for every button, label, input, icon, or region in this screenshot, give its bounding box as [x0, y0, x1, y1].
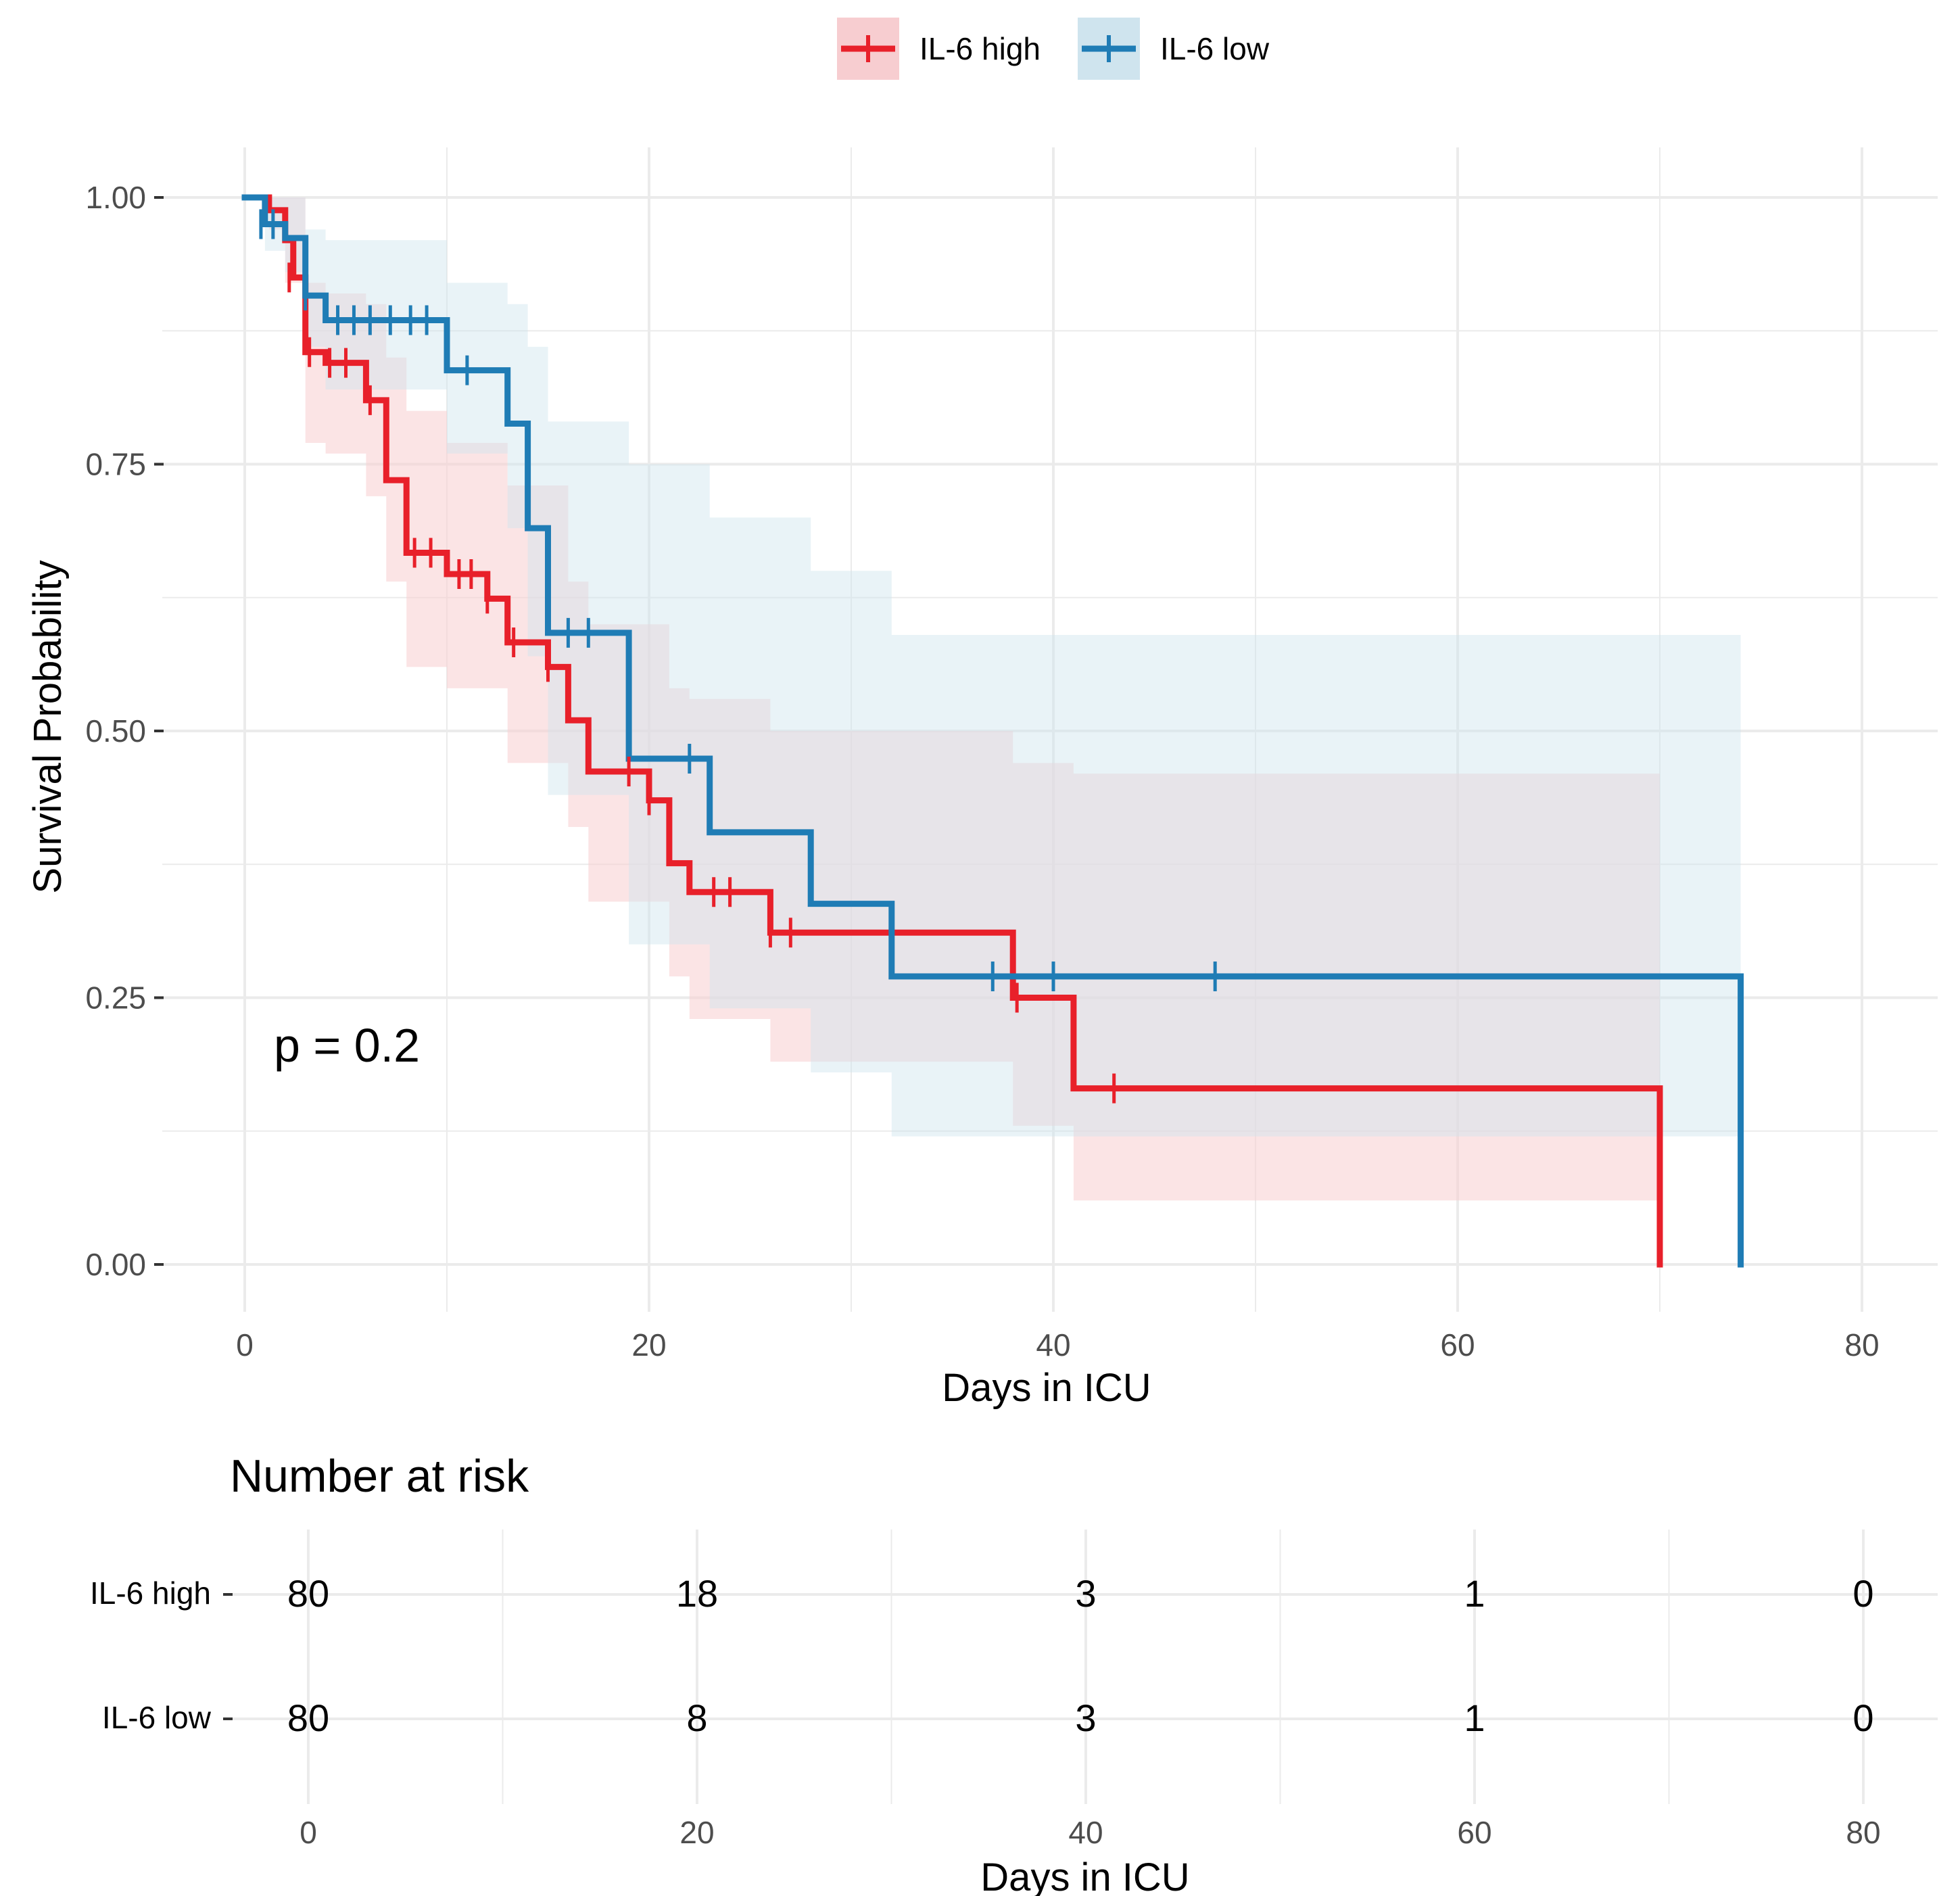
y-axis-title: Survival Probability — [26, 560, 70, 893]
risk-x-tick-label: 0 — [300, 1815, 317, 1850]
survival-curves — [241, 194, 1744, 1268]
x-tick-label: 60 — [1440, 1327, 1475, 1362]
risk-table-values: 80 18 3 1 0 80 8 3 1 0 — [287, 1572, 1874, 1739]
risk-value: 3 — [1075, 1697, 1096, 1739]
y-tick-label: 0.75 — [85, 447, 146, 482]
confidence-bands — [245, 197, 1741, 1201]
risk-table-title: Number at risk — [230, 1450, 529, 1502]
risk-value: 18 — [676, 1572, 718, 1615]
censor-marks — [259, 209, 1217, 1104]
risk-value: 8 — [686, 1697, 707, 1739]
confidence-band-low — [245, 197, 1741, 1137]
risk-value: 80 — [287, 1572, 329, 1615]
risk-x-tick-label: 20 — [679, 1815, 714, 1850]
x-tick-label: 80 — [1844, 1327, 1879, 1362]
x-tick-label: 40 — [1036, 1327, 1070, 1362]
risk-row-label-high: IL-6 high — [90, 1575, 211, 1611]
risk-x-axis-title: Days in ICU — [980, 1855, 1189, 1896]
x-axis: 0 20 40 60 80 — [236, 1327, 1879, 1362]
legend: IL-6 high IL-6 low — [837, 18, 1270, 80]
risk-row-label-low: IL-6 low — [102, 1700, 212, 1735]
risk-value: 0 — [1853, 1572, 1873, 1615]
risk-value: 1 — [1464, 1697, 1485, 1739]
risk-value: 80 — [287, 1697, 329, 1739]
y-axis: 0.00 0.25 0.50 0.75 1.00 — [85, 180, 164, 1282]
risk-value: 1 — [1464, 1572, 1485, 1615]
y-tick-label: 0.50 — [85, 713, 146, 749]
risk-x-tick-label: 80 — [1846, 1815, 1880, 1850]
p-value: p = 0.2 — [274, 1019, 420, 1072]
risk-value: 0 — [1853, 1697, 1873, 1739]
y-tick-label: 0.00 — [85, 1247, 146, 1282]
x-tick-label: 0 — [236, 1327, 254, 1362]
x-tick-label: 20 — [631, 1327, 666, 1362]
y-tick-label: 0.25 — [85, 980, 146, 1016]
survival-curve-low — [241, 194, 1744, 1268]
legend-label-high: IL-6 high — [919, 31, 1041, 66]
y-tick-label: 1.00 — [85, 180, 146, 215]
risk-x-tick-label: 60 — [1457, 1815, 1491, 1850]
legend-label-low: IL-6 low — [1160, 31, 1270, 66]
risk-value: 3 — [1075, 1572, 1096, 1615]
risk-table-grid — [223, 1530, 1938, 1804]
confidence-band-high — [245, 197, 1660, 1201]
risk-table-x-axis: 0 20 40 60 80 — [300, 1815, 1880, 1850]
risk-x-tick-label: 40 — [1068, 1815, 1103, 1850]
x-axis-title: Days in ICU — [942, 1366, 1151, 1410]
